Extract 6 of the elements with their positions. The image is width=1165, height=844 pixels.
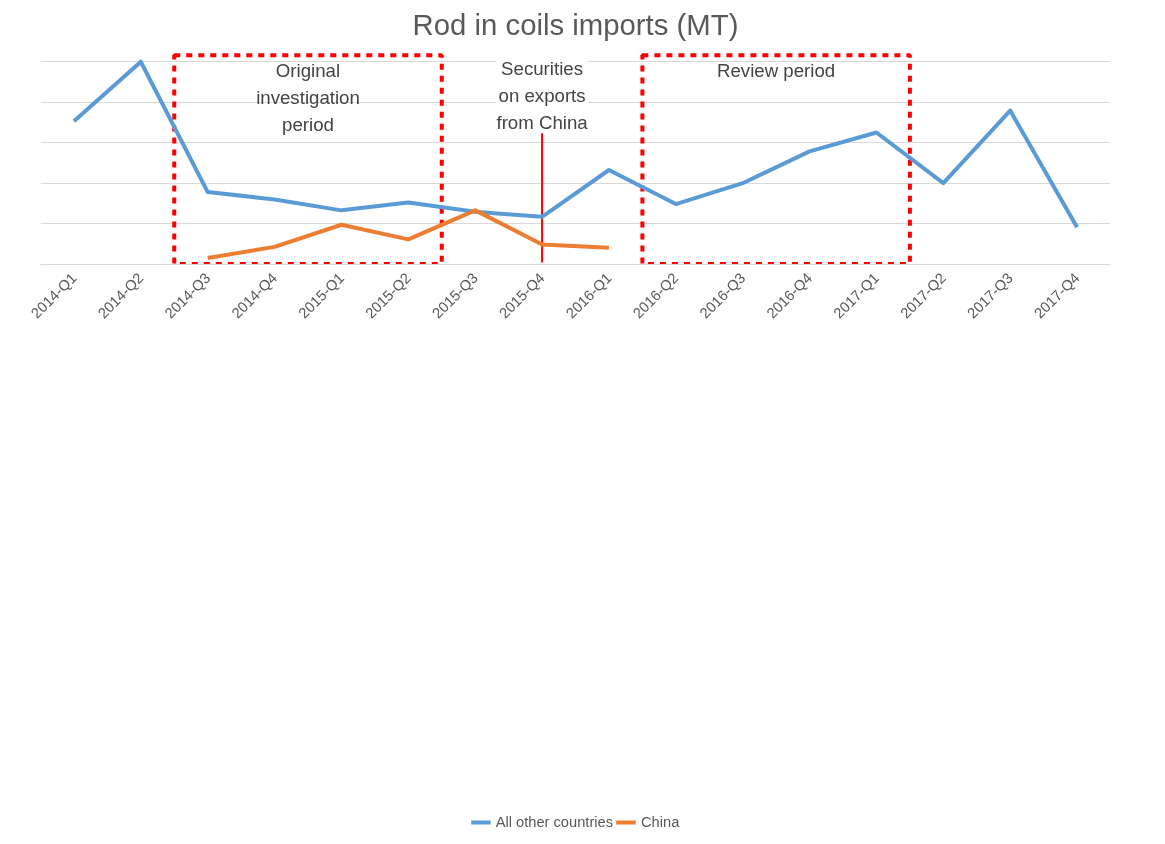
chart-title: Rod in coils imports (MT)	[412, 7, 739, 41]
legend-label: China	[641, 814, 680, 830]
annotation: Review period	[717, 59, 836, 81]
legend-label: All other countries	[495, 814, 614, 830]
annotation: Original investigation period	[256, 59, 360, 136]
ref-line-label: Securities on exports from China	[496, 57, 589, 134]
